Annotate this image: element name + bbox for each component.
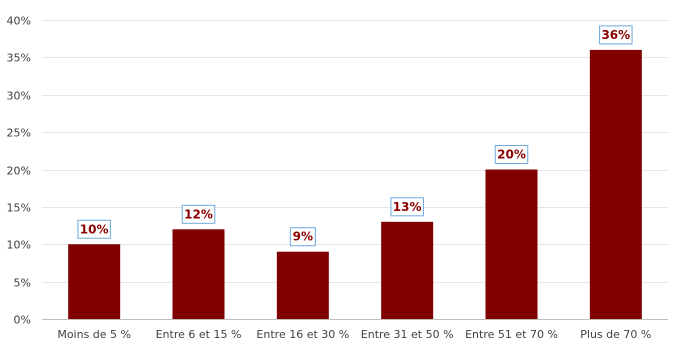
- bar: [381, 221, 434, 319]
- data-label-box: [494, 145, 529, 164]
- x-axis: Moins de 5 % Entre 6 et 15 % Entre 16 et 3…: [57, 328, 651, 341]
- data-label-box: [390, 197, 424, 217]
- data-label-text: 36%: [601, 28, 630, 42]
- bar: [276, 251, 329, 319]
- data-label: 13%: [390, 197, 424, 217]
- data-label-text: 10%: [80, 222, 109, 236]
- data-label-text: 20%: [497, 148, 526, 162]
- data-label-box: [289, 227, 316, 247]
- y-tick-label: 40%: [7, 15, 31, 28]
- bars: [68, 49, 642, 320]
- data-label-box: [77, 219, 111, 239]
- y-tick-label: 20%: [7, 165, 31, 178]
- data-label-box: [599, 25, 633, 45]
- x-tick-label: Entre 31 et 50 %: [361, 328, 454, 341]
- data-label-box: [181, 204, 216, 224]
- data-label-text: 13%: [393, 200, 422, 214]
- data-label: 36%: [599, 25, 633, 45]
- data-label-text: 12%: [184, 207, 213, 221]
- y-tick-label: 35%: [7, 52, 31, 65]
- x-tick-label: Entre 51 et 70 %: [465, 328, 558, 341]
- grid: [42, 20, 668, 320]
- data-labels: 10% 12% 9% 13% 20% 36%: [77, 25, 633, 247]
- bar: [68, 244, 121, 319]
- data-label: 12%: [181, 204, 216, 224]
- y-tick-label: 15%: [7, 202, 31, 215]
- data-label: 9%: [289, 227, 316, 247]
- x-tick-label: Entre 16 et 30 %: [256, 328, 349, 341]
- bar: [485, 169, 538, 319]
- y-tick-label: 30%: [7, 90, 31, 103]
- x-tick-label: Entre 6 et 15 %: [156, 328, 242, 341]
- data-label: 10%: [77, 219, 111, 239]
- y-tick-label: 25%: [7, 127, 31, 140]
- y-axis: 0% 5% 10% 15% 20% 25% 30% 35% 40%: [7, 15, 31, 327]
- bar: [589, 49, 642, 320]
- y-tick-label: 0%: [14, 314, 31, 327]
- data-label: 20%: [494, 145, 529, 164]
- y-tick-label: 10%: [7, 239, 31, 252]
- bar: [172, 229, 225, 319]
- x-tick-label: Plus de 70 %: [580, 328, 651, 341]
- y-tick-label: 5%: [14, 277, 31, 290]
- x-tick-label: Moins de 5 %: [57, 328, 131, 341]
- data-label-text: 9%: [293, 230, 313, 244]
